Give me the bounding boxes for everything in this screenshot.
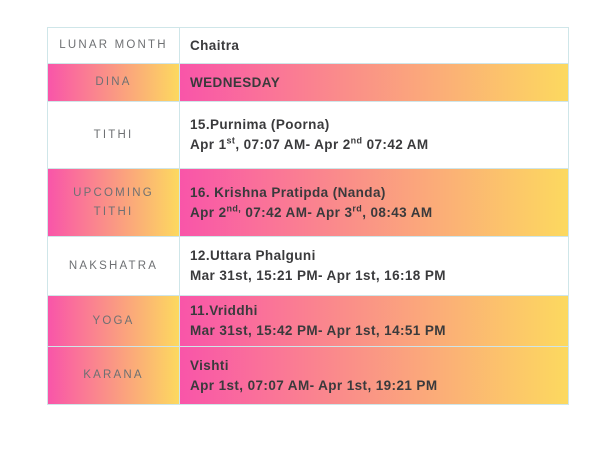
text-segment: Apr 2 (190, 204, 227, 220)
ordinal-superscript: nd (350, 135, 363, 146)
row-label: UPCOMING TITHI (48, 169, 179, 236)
text-segment: 12.Uttara Phalguni (190, 248, 316, 263)
value-line: 15.Purnima (Poorna) (190, 115, 560, 135)
text-segment: 11.Vriddhi (190, 303, 258, 318)
text-segment: Chaitra (190, 37, 240, 53)
row-value: WEDNESDAY (179, 64, 568, 101)
row-label: YOGA (48, 296, 179, 346)
row-value: 16. Krishna Pratipda (Nanda) Apr 2nd, 07:… (179, 169, 568, 236)
panchang-table: LUNAR MONTH Chaitra DINA WEDNESDAY TITHI 15.P… (47, 27, 569, 405)
text-segment: Vishti (190, 357, 229, 373)
table-row: DINA WEDNESDAY (48, 63, 568, 101)
table-row: KARANA Vishti Apr 1st, 07:07 AM- Apr 1st, … (48, 346, 568, 404)
ordinal-superscript: nd, (226, 203, 242, 213)
table-row: UPCOMING TITHI 16. Krishna Pratipda (Nand… (48, 168, 568, 236)
value-line: Apr 2nd, 07:42 AM- Apr 3rd, 08:43 AM (190, 203, 560, 223)
ordinal-superscript: rd (352, 203, 363, 213)
value-line: Mar 31st, 15:21 PM- Apr 1st, 16:18 PM (190, 266, 560, 286)
value-line: Apr 1st, 07:07 AM- Apr 2nd 07:42 AM (190, 135, 560, 155)
row-value: 12.Uttara Phalguni Mar 31st, 15:21 PM- Ap… (179, 237, 568, 295)
row-label: LUNAR MONTH (48, 28, 179, 63)
row-value: 11.Vriddhi Mar 31st, 15:42 PM- Apr 1st, 1… (179, 296, 568, 346)
text-segment: Mar 31st, 15:42 PM- Apr 1st, 14:51 PM (190, 323, 446, 338)
value-line: Vishti (190, 356, 560, 376)
text-segment: Apr 1st, 07:07 AM- Apr 1st, 19:21 PM (190, 377, 438, 393)
row-label: TITHI (48, 102, 179, 168)
table-row: LUNAR MONTH Chaitra (48, 28, 568, 63)
value-line: WEDNESDAY (190, 73, 560, 93)
table-row: YOGA 11.Vriddhi Mar 31st, 15:42 PM- Apr 1s… (48, 295, 568, 346)
text-segment: , 07:07 AM- Apr 2 (235, 137, 351, 152)
text-segment: Apr 1 (190, 137, 227, 152)
ordinal-superscript: st (226, 135, 236, 146)
value-line: Apr 1st, 07:07 AM- Apr 1st, 19:21 PM (190, 376, 560, 396)
text-segment: 07:42 AM (362, 137, 429, 152)
value-line: 16. Krishna Pratipda (Nanda) (190, 183, 560, 203)
table-row: TITHI 15.Purnima (Poorna) Apr 1st, 07:07 A… (48, 101, 568, 168)
row-label: KARANA (48, 347, 179, 404)
text-segment: Mar 31st, 15:21 PM- Apr 1st, 16:18 PM (190, 268, 446, 283)
row-value: 15.Purnima (Poorna) Apr 1st, 07:07 AM- Ap… (179, 102, 568, 168)
row-label: DINA (48, 64, 179, 101)
text-segment: WEDNESDAY (190, 74, 281, 90)
row-value: Vishti Apr 1st, 07:07 AM- Apr 1st, 19:21 … (179, 347, 568, 404)
text-segment: 15.Purnima (Poorna) (190, 117, 330, 132)
table-row: NAKSHATRA 12.Uttara Phalguni Mar 31st, 15:… (48, 236, 568, 295)
row-value: Chaitra (179, 28, 568, 63)
text-segment: 16. Krishna Pratipda (Nanda) (190, 184, 386, 200)
value-line: 11.Vriddhi (190, 301, 560, 321)
value-line: Chaitra (190, 36, 560, 56)
text-segment: , 08:43 AM (362, 204, 433, 220)
row-label: NAKSHATRA (48, 237, 179, 295)
value-line: 12.Uttara Phalguni (190, 246, 560, 266)
text-segment: 07:42 AM- Apr 3 (241, 204, 353, 220)
value-line: Mar 31st, 15:42 PM- Apr 1st, 14:51 PM (190, 321, 560, 341)
